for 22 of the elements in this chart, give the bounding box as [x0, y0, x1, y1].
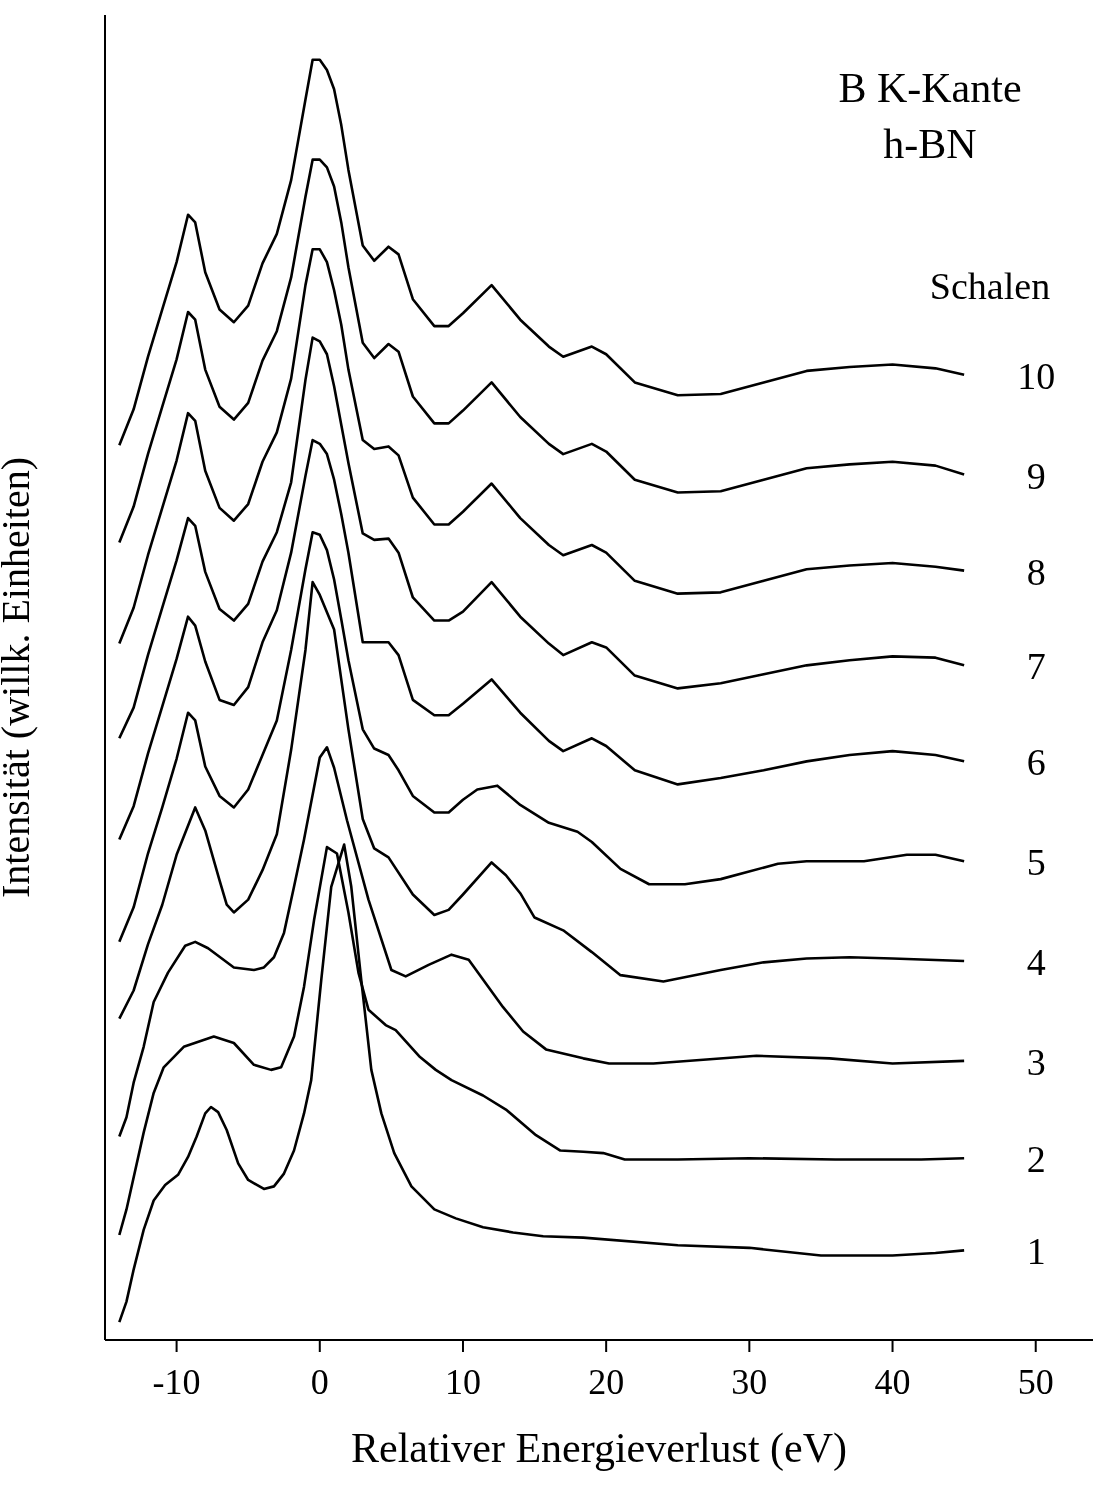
- series-label: 5: [1026, 841, 1046, 884]
- x-tick-label: 50: [1017, 1361, 1054, 1402]
- x-tick-label: 10: [444, 1361, 481, 1402]
- legend-title: Schalen: [928, 264, 1052, 309]
- chart-title: B K-Kante: [837, 64, 1023, 113]
- series-label: 9: [1026, 454, 1046, 497]
- y-axis-title: Intensität (willk. Einheiten): [0, 457, 39, 898]
- series-label: 7: [1026, 645, 1046, 688]
- series-label: 10: [1017, 354, 1056, 397]
- x-axis-title: Relativer Energieverlust (eV): [350, 1425, 848, 1472]
- series-label: 6: [1026, 741, 1046, 784]
- series-label: 2: [1026, 1138, 1046, 1181]
- x-tick-label: 30: [731, 1361, 768, 1402]
- text: h-BN: [882, 120, 978, 169]
- series-label: 4: [1026, 941, 1046, 984]
- x-tick-label: -10: [152, 1361, 201, 1402]
- series-label: 1: [1026, 1230, 1046, 1273]
- x-tick-label: 20: [588, 1361, 625, 1402]
- x-tick-label: 0: [310, 1361, 329, 1402]
- x-tick-label: 40: [874, 1361, 911, 1402]
- series-label: 3: [1026, 1040, 1046, 1083]
- series-label: 8: [1026, 550, 1046, 593]
